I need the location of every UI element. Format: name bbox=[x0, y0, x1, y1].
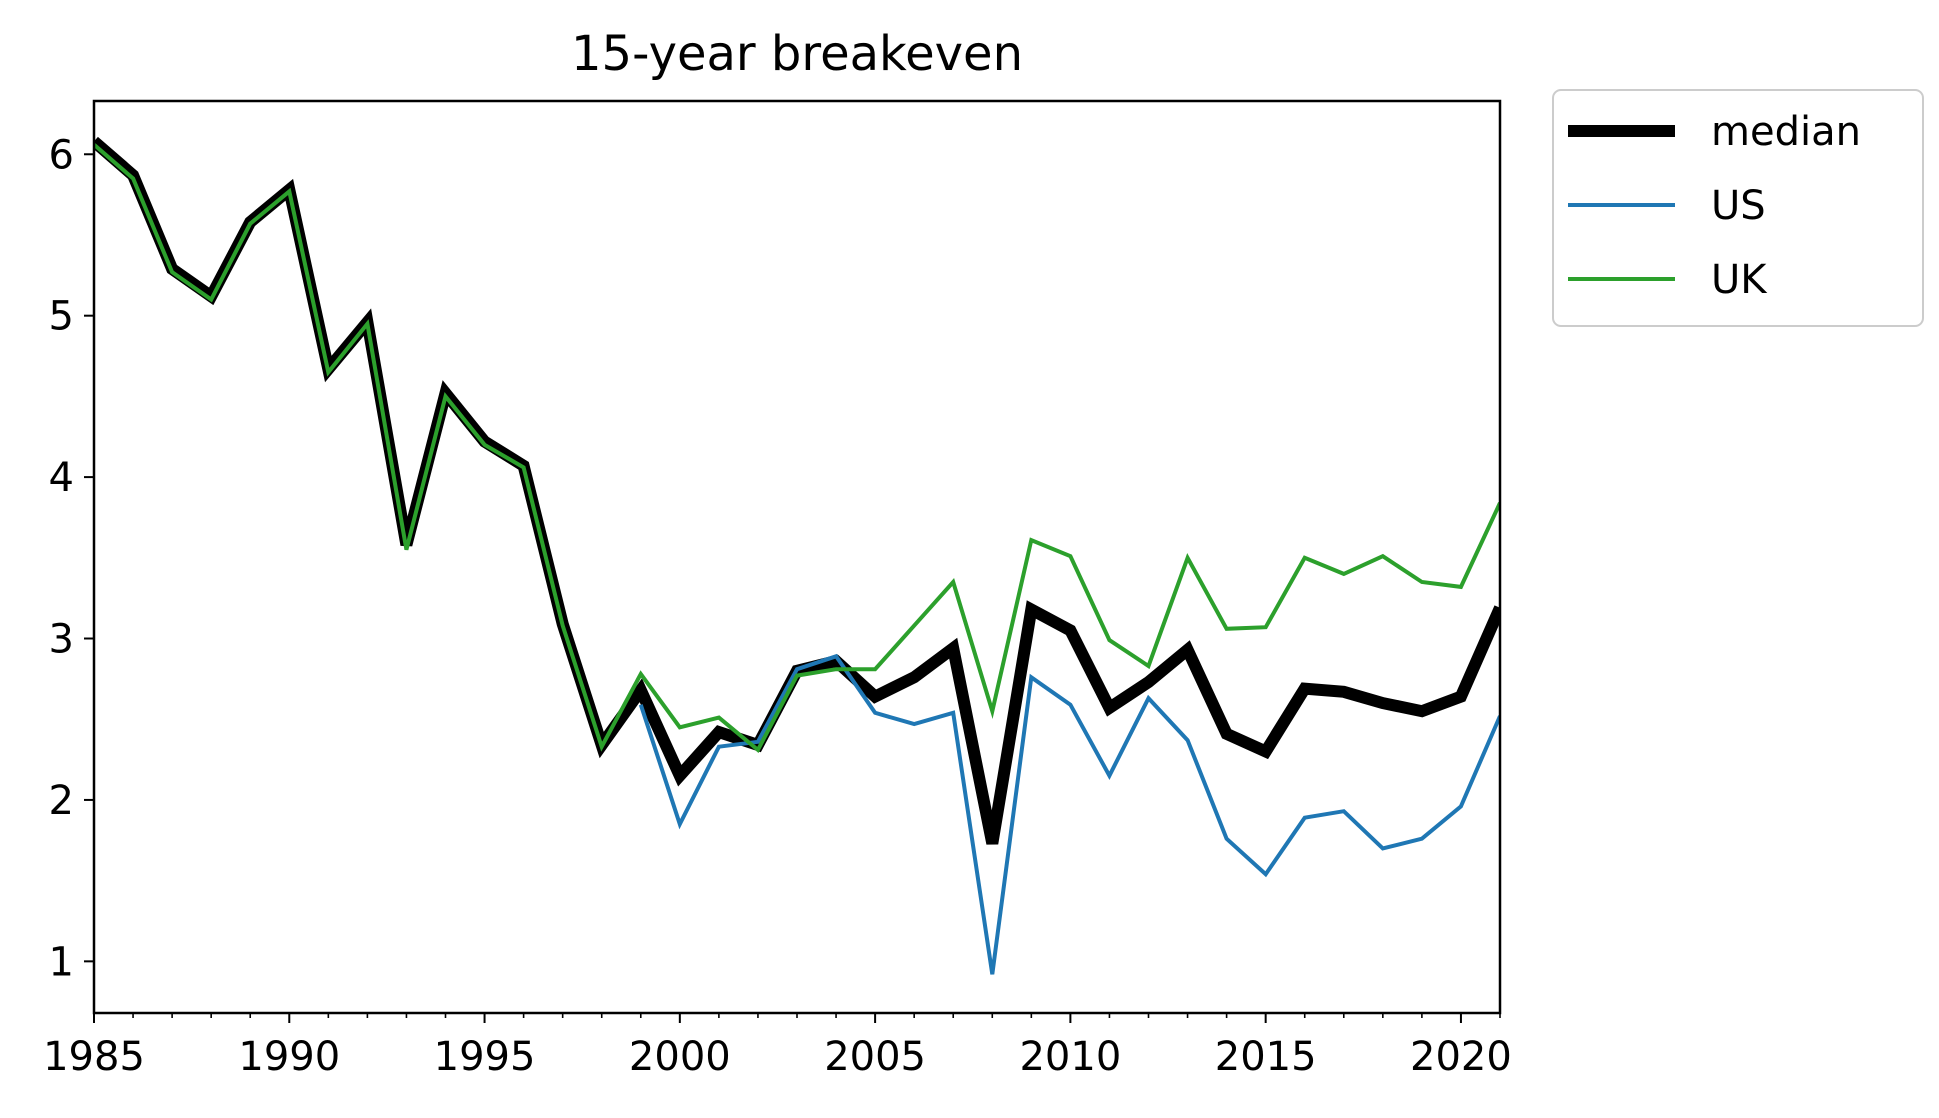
x-tick-label: 2010 bbox=[1019, 1034, 1121, 1080]
chart-title: 15-year breakeven bbox=[571, 26, 1023, 82]
x-tick-label: 1990 bbox=[238, 1034, 340, 1080]
y-tick-label: 4 bbox=[49, 455, 74, 501]
y-tick-label: 2 bbox=[49, 778, 74, 824]
legend: median US UK bbox=[1552, 89, 1924, 327]
series-line-uk bbox=[94, 143, 1500, 754]
legend-box bbox=[1552, 89, 1924, 327]
series-layer bbox=[94, 136, 1500, 975]
legend-label-uk: UK bbox=[1711, 257, 1768, 303]
y-tick-label: 5 bbox=[49, 294, 74, 340]
x-tick-label: 2005 bbox=[824, 1034, 926, 1080]
x-axis: 1985 1990 1995 2000 2005 2010 2015 2020 bbox=[43, 1013, 1512, 1080]
x-tick-label: 2015 bbox=[1215, 1034, 1317, 1080]
x-tick-label: 1985 bbox=[43, 1034, 145, 1080]
legend-label-us: US bbox=[1711, 183, 1766, 229]
x-tick-label: 2000 bbox=[629, 1034, 731, 1080]
x-tick-label: 2020 bbox=[1410, 1034, 1512, 1080]
y-tick-label: 3 bbox=[49, 617, 74, 663]
y-axis: 1 2 3 4 5 6 bbox=[49, 132, 94, 985]
y-tick-label: 6 bbox=[49, 132, 74, 178]
series-line-us bbox=[638, 653, 1500, 975]
x-tick-label: 1995 bbox=[434, 1034, 536, 1080]
legend-label-median: median bbox=[1711, 109, 1861, 155]
y-tick-label: 1 bbox=[49, 939, 74, 985]
